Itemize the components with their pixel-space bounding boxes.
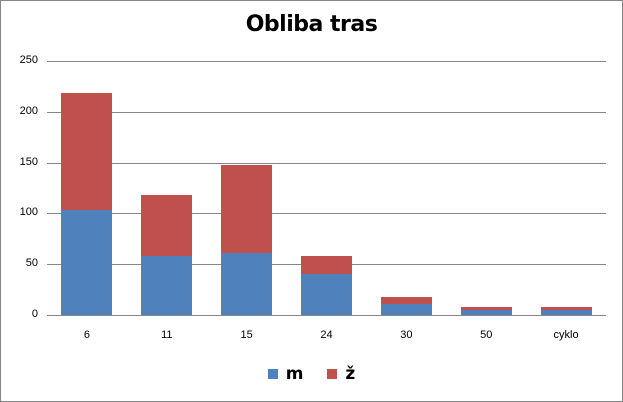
bar-30 — [380, 296, 432, 315]
bar-segment-ž — [61, 92, 113, 211]
legend-label: ž — [345, 364, 356, 384]
gridline — [47, 61, 606, 62]
y-tick-label: 150 — [19, 155, 38, 168]
x-tick-label: 6 — [83, 329, 90, 341]
bar-segment-m — [540, 309, 592, 315]
bar-segment-m — [380, 303, 432, 315]
bar-segment-m — [141, 256, 193, 315]
bar-11 — [141, 195, 193, 315]
bar-segment-ž — [540, 306, 592, 310]
plot-area — [47, 61, 606, 315]
bar-segment-m — [221, 253, 273, 315]
x-tick-label: cyklo — [553, 329, 579, 341]
y-tick-label: 200 — [19, 104, 38, 117]
legend-swatch-icon — [327, 369, 338, 379]
bar-segment-ž — [141, 195, 193, 257]
y-tick-label: 50 — [25, 257, 38, 270]
bar-segment-ž — [460, 306, 512, 310]
gridline — [47, 111, 606, 113]
bar-segment-m — [301, 274, 352, 315]
x-tick-label: 15 — [240, 329, 253, 341]
x-tick-label: 24 — [320, 329, 333, 341]
bar-6 — [61, 92, 113, 315]
bar-segment-ž — [221, 164, 273, 254]
legend-item: m — [267, 364, 304, 384]
y-tick-label: 100 — [19, 206, 38, 219]
bar-24 — [301, 256, 352, 315]
legend-item: ž — [327, 364, 355, 384]
x-tick-label: 30 — [400, 329, 413, 341]
bar-segment-m — [460, 309, 512, 315]
x-tick-label: 11 — [161, 329, 173, 341]
y-tick-label: 250 — [19, 54, 38, 66]
bar-50 — [460, 306, 512, 315]
legend-swatch-icon — [267, 369, 278, 379]
gridline — [47, 162, 606, 164]
chart-title: Obliba tras — [245, 12, 378, 37]
bar-cyklo — [540, 306, 592, 315]
x-tick-label: 50 — [480, 329, 493, 341]
legend-label: m — [285, 364, 304, 384]
bar-segment-m — [61, 210, 113, 315]
bar-15 — [221, 164, 273, 315]
y-tick-label: 0 — [31, 308, 38, 320]
bar-segment-ž — [380, 296, 432, 304]
gridline — [47, 213, 606, 215]
bar-segment-ž — [301, 256, 352, 275]
x-axis-line — [47, 315, 606, 316]
